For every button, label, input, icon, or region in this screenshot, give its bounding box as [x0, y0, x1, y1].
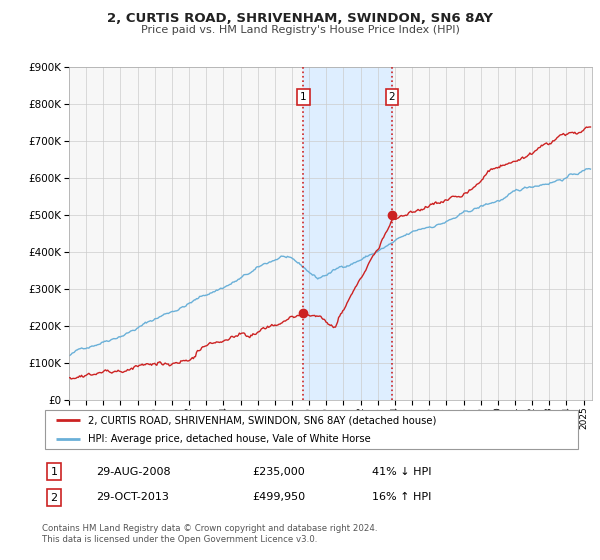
Text: £235,000: £235,000 [252, 466, 305, 477]
Text: 29-OCT-2013: 29-OCT-2013 [96, 492, 169, 502]
Text: 16% ↑ HPI: 16% ↑ HPI [372, 492, 431, 502]
Text: 1: 1 [50, 467, 58, 477]
Text: Price paid vs. HM Land Registry's House Price Index (HPI): Price paid vs. HM Land Registry's House … [140, 25, 460, 35]
Text: 41% ↓ HPI: 41% ↓ HPI [372, 466, 431, 477]
Text: This data is licensed under the Open Government Licence v3.0.: This data is licensed under the Open Gov… [42, 535, 317, 544]
Text: 2: 2 [389, 92, 395, 102]
Text: 29-AUG-2008: 29-AUG-2008 [96, 466, 170, 477]
Bar [304, 67, 392, 400]
Text: 2, CURTIS ROAD, SHRIVENHAM, SWINDON, SN6 8AY: 2, CURTIS ROAD, SHRIVENHAM, SWINDON, SN6… [107, 12, 493, 25]
Text: £499,950: £499,950 [252, 492, 305, 502]
Text: 2: 2 [50, 493, 58, 502]
Text: HPI: Average price, detached house, Vale of White Horse: HPI: Average price, detached house, Vale… [88, 435, 371, 445]
Text: 2, CURTIS ROAD, SHRIVENHAM, SWINDON, SN6 8AY (detached house): 2, CURTIS ROAD, SHRIVENHAM, SWINDON, SN6… [88, 415, 436, 425]
Text: 1: 1 [300, 92, 307, 102]
FancyBboxPatch shape [45, 410, 578, 449]
Text: Contains HM Land Registry data © Crown copyright and database right 2024.: Contains HM Land Registry data © Crown c… [42, 524, 377, 533]
